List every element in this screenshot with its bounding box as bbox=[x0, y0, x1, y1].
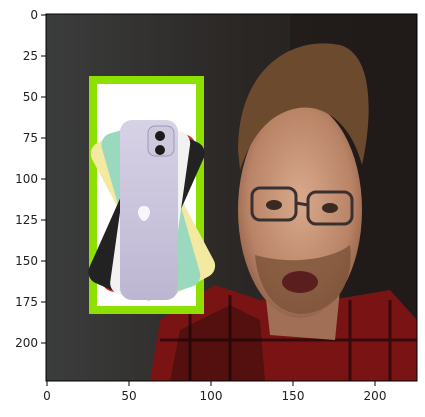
y-tick-label: 200 bbox=[15, 336, 38, 350]
y-tick-label: 75 bbox=[23, 131, 38, 145]
x-tick-label: 150 bbox=[282, 389, 305, 403]
x-tick-label: 200 bbox=[364, 389, 387, 403]
y-tick-label: 0 bbox=[30, 8, 38, 22]
y-tick-label: 150 bbox=[15, 254, 38, 268]
x-tick-label: 100 bbox=[200, 389, 223, 403]
phone-product-icon bbox=[88, 120, 216, 301]
y-axis: 0 25 50 75 100 125 150 175 200 bbox=[15, 8, 46, 350]
y-tick-label: 125 bbox=[15, 213, 38, 227]
y-tick-label: 25 bbox=[23, 49, 38, 63]
x-tick-label: 50 bbox=[121, 389, 136, 403]
x-axis: 0 50 100 150 200 bbox=[43, 381, 386, 403]
y-tick-label: 175 bbox=[15, 295, 38, 309]
photo bbox=[46, 14, 417, 381]
x-tick-label: 0 bbox=[43, 389, 51, 403]
y-tick-label: 100 bbox=[15, 172, 38, 186]
y-tick-label: 50 bbox=[23, 90, 38, 104]
plot-frame bbox=[45, 13, 418, 382]
